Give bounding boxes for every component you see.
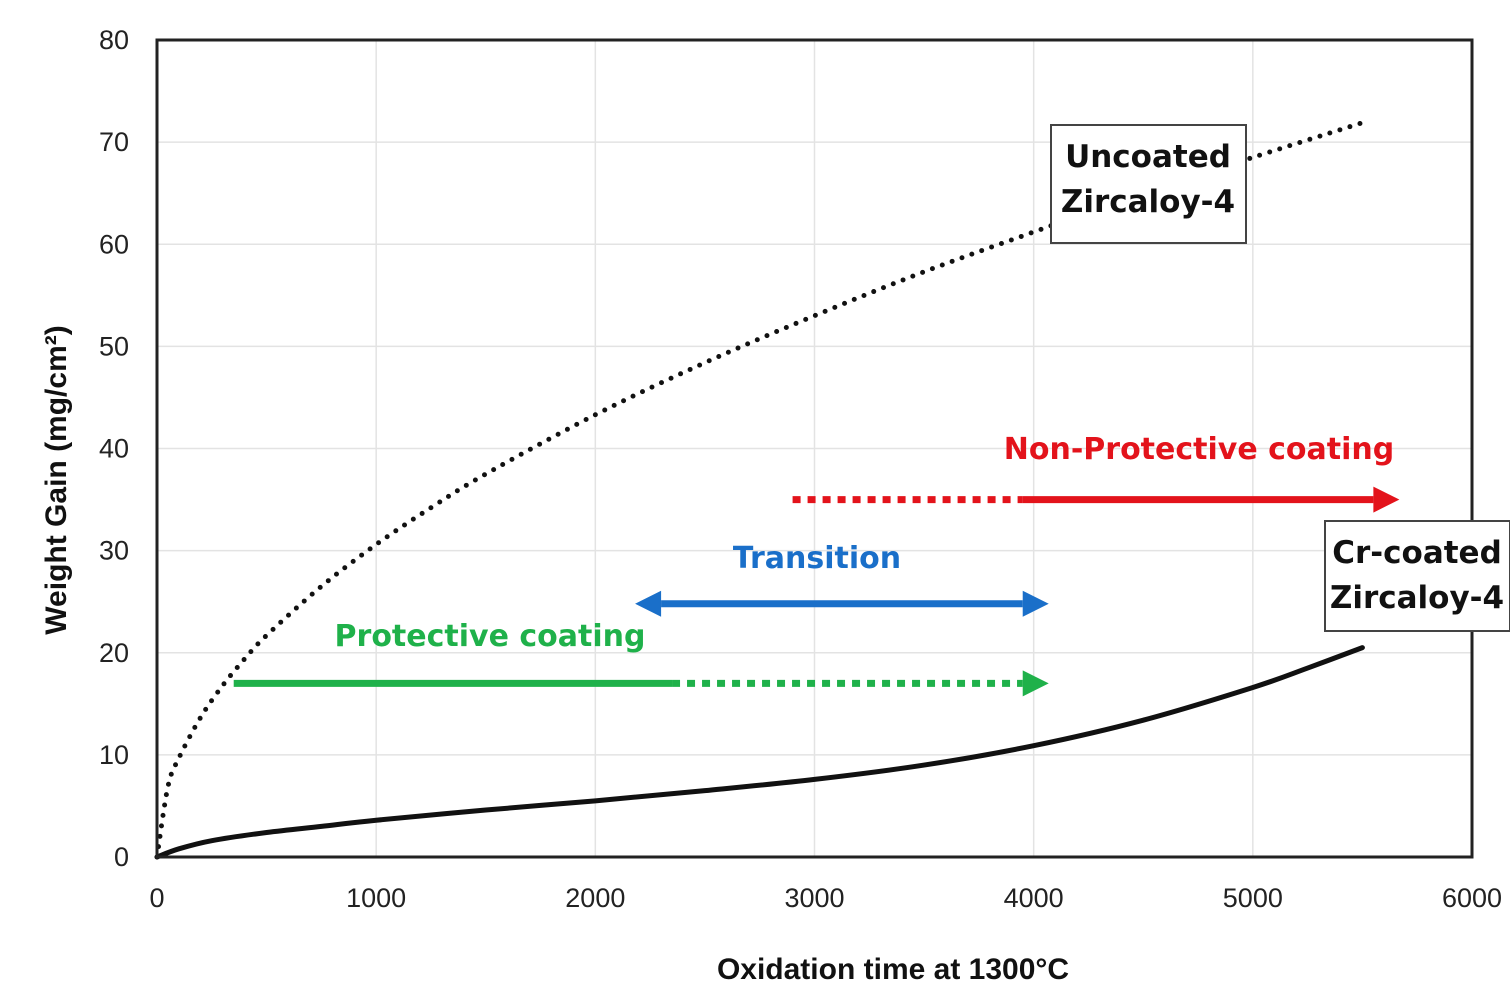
- grid-lines: [156, 39, 1473, 858]
- x-tick-label: 2000: [565, 883, 625, 913]
- cr-coated-label-box: Cr-coated Zircaloy-4: [1324, 520, 1510, 632]
- y-tick-label: 70: [99, 127, 129, 157]
- transition-arrowhead-right: [1022, 590, 1049, 617]
- y-tick-labels: 0 10 20 30 40 50 60 70 80: [99, 25, 129, 872]
- cr-coated-zircaloy-series-line: [154, 645, 1365, 860]
- transition-coating-label: Transition: [733, 541, 901, 576]
- y-tick-label: 0: [114, 842, 129, 872]
- x-tick-label: 5000: [1223, 883, 1283, 913]
- uncoated-label-line2: Zircaloy-4: [1061, 184, 1235, 220]
- non-protective-arrowhead-right: [1373, 486, 1400, 513]
- uncoated-label-box: Uncoated Zircaloy-4: [1050, 124, 1247, 244]
- transition-arrowhead-left: [635, 590, 662, 617]
- x-tick-label: 0: [149, 883, 164, 913]
- x-tick-label: 1000: [346, 883, 406, 913]
- y-tick-label: 80: [99, 25, 129, 55]
- cr-coated-label-line1: Cr-coated: [1332, 535, 1502, 571]
- y-tick-label: 10: [99, 740, 129, 770]
- x-tick-label: 3000: [784, 883, 844, 913]
- y-tick-label: 50: [99, 331, 129, 361]
- protective-coating-label: Protective coating: [335, 619, 646, 654]
- cr-coated-label-line2: Zircaloy-4: [1330, 580, 1504, 616]
- y-tick-label: 60: [99, 229, 129, 259]
- y-tick-label: 40: [99, 434, 129, 464]
- non-protective-coating-label: Non-Protective coating: [1004, 432, 1394, 467]
- x-axis-title: Oxidation time at 1300°C: [717, 953, 1069, 986]
- y-tick-label: 20: [99, 638, 129, 668]
- regime-arrows: Protective coating Transition Non-Protecti…: [233, 432, 1400, 697]
- y-axis-title: Weight Gain (mg/cm²): [40, 325, 73, 634]
- x-tick-label: 6000: [1442, 883, 1502, 913]
- uncoated-label-line1: Uncoated: [1065, 139, 1231, 175]
- x-tick-labels: 0 1000 2000 3000 4000 5000 6000: [149, 883, 1502, 913]
- y-tick-label: 30: [99, 536, 129, 566]
- x-tick-label: 4000: [1004, 883, 1064, 913]
- protective-arrowhead-right: [1022, 670, 1049, 697]
- plot-frame: [155, 38, 1474, 859]
